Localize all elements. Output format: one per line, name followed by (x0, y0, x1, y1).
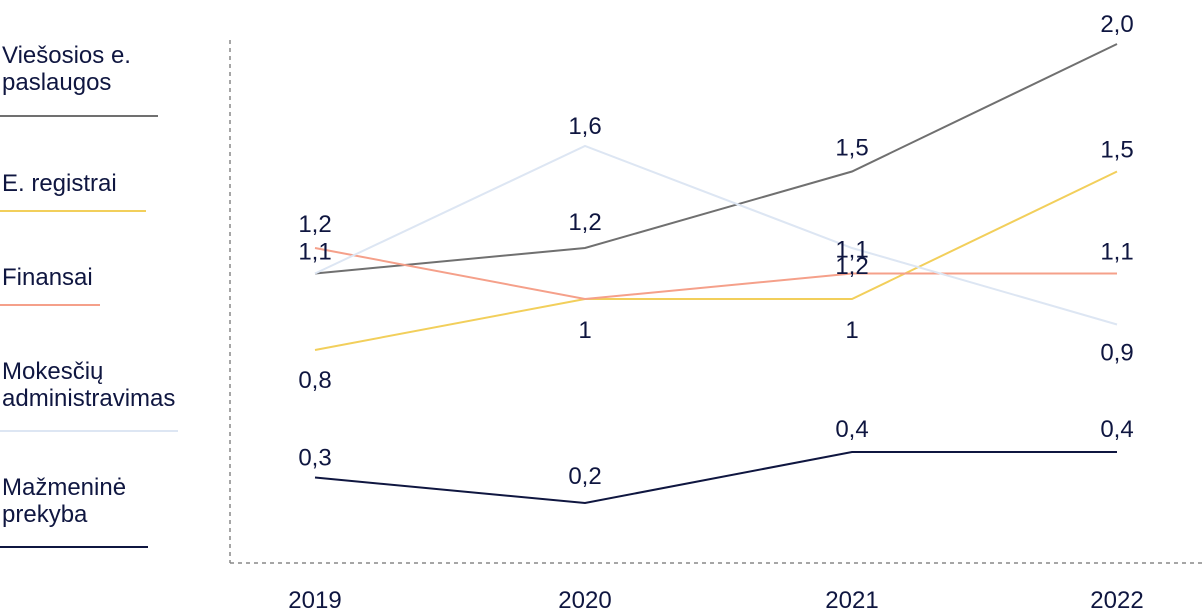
data-label: 1,2 (568, 209, 601, 236)
legend-swatch-viesosios (0, 115, 158, 117)
data-label: 1,2 (298, 211, 331, 238)
data-label: 2,0 (1100, 11, 1133, 38)
data-label: 0,9 (1100, 340, 1133, 367)
data-label: 0,4 (835, 416, 868, 443)
x-tick-label: 2020 (558, 587, 611, 613)
data-label: 0,8 (298, 367, 331, 394)
legend-label: Viešosios e. paslaugos (2, 42, 131, 96)
legend-label: Mažmeninė prekyba (2, 474, 127, 528)
x-tick-label: 2022 (1090, 587, 1143, 613)
data-label-layer: 1,11,21,52,00,81 11,51,21,1 1,11,61,20,90,… (298, 11, 1133, 490)
data-label: 1,1 (1100, 239, 1133, 266)
data-label: 1,2 (835, 253, 868, 280)
series-line-4 (314, 144, 1118, 326)
data-label: 0,2 (568, 463, 601, 490)
data-label: 1 (845, 317, 858, 344)
data-label: 1,5 (1100, 137, 1133, 164)
legend-label: Finansai (2, 264, 93, 291)
legend-label: Mokesčių administravimas (2, 358, 176, 412)
legend-label: E. registrai (2, 170, 117, 197)
legend-item-mokesciu: Mokesčių administravimas (2, 358, 175, 412)
data-label: 1,1 (835, 237, 868, 264)
data-label: 1,6 (568, 113, 601, 140)
legend-item-viesosios: Viešosios e. paslaugos (2, 42, 131, 96)
legend-swatch-mokesciu (0, 430, 178, 432)
data-label: 0,4 (1100, 416, 1133, 443)
legend-item-finansai: Finansai (2, 264, 93, 291)
x-tick-label: 2019 (288, 587, 341, 613)
legend-swatch-finansai (0, 304, 100, 306)
legend-swatch-registrai (0, 210, 146, 212)
x-tick-label: 2021 (825, 587, 878, 613)
legend-item-mazmenine: Mažmeninė prekyba (2, 474, 126, 528)
legend-swatch-mazmenine (0, 546, 148, 548)
series-line-5 (314, 451, 1117, 505)
x-tick-layer: 2019 2020 2021 2022 (288, 587, 1143, 613)
series-line-3 (314, 247, 1117, 301)
legend-item-registrai: E. registrai (2, 170, 117, 197)
series-layer (314, 43, 1118, 505)
data-label: 1,5 (835, 135, 868, 162)
data-label: 1,1 (298, 239, 331, 266)
data-label: 1 (578, 317, 591, 344)
series-line-2 (314, 170, 1118, 351)
series-line-1 (314, 43, 1118, 275)
chart-legend: Viešosios e. paslaugos E. registrai Fina… (0, 0, 230, 613)
data-label: 0,3 (298, 445, 331, 472)
